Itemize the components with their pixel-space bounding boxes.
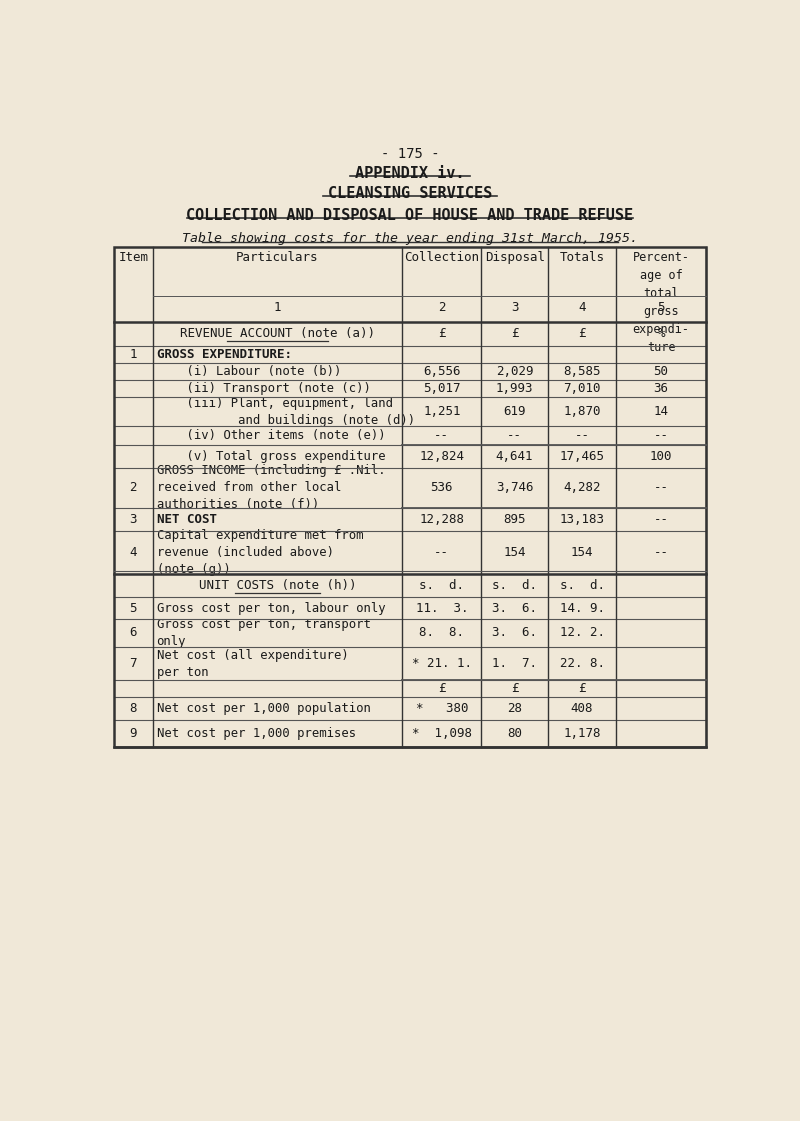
Text: 1,870: 1,870 bbox=[563, 405, 601, 418]
Text: 12. 2.: 12. 2. bbox=[559, 627, 605, 639]
Text: £: £ bbox=[511, 683, 518, 695]
Text: 9: 9 bbox=[130, 728, 137, 741]
Text: 1,251: 1,251 bbox=[423, 405, 461, 418]
Text: 154: 154 bbox=[503, 546, 526, 559]
Text: Table showing costs for the year ending 31st March, 1955.: Table showing costs for the year ending … bbox=[182, 232, 638, 244]
Text: 4,641: 4,641 bbox=[496, 450, 534, 463]
Text: s.  d.: s. d. bbox=[419, 580, 464, 592]
Text: 11.  3.: 11. 3. bbox=[415, 602, 468, 614]
Text: 154: 154 bbox=[570, 546, 594, 559]
Text: 5,017: 5,017 bbox=[423, 382, 461, 395]
Text: - 175 -: - 175 - bbox=[381, 147, 439, 160]
Text: --: -- bbox=[654, 429, 669, 442]
Text: NET COST: NET COST bbox=[157, 513, 217, 526]
Text: Capital expenditure met from
revenue (included above)
(note (g)): Capital expenditure met from revenue (in… bbox=[157, 529, 363, 576]
Text: --: -- bbox=[507, 429, 522, 442]
Text: (iv) Other items (note (e)): (iv) Other items (note (e)) bbox=[157, 429, 386, 442]
Text: REVENUE ACCOUNT (note (a)): REVENUE ACCOUNT (note (a)) bbox=[180, 327, 375, 341]
Text: 5: 5 bbox=[130, 602, 137, 614]
Text: --: -- bbox=[654, 513, 669, 526]
Text: 50: 50 bbox=[654, 365, 669, 378]
Text: Disposal: Disposal bbox=[485, 251, 545, 263]
Text: GROSS INCOME (including £ .Nil.
received from other local
authorities (note (f)): GROSS INCOME (including £ .Nil. received… bbox=[157, 464, 386, 511]
Text: 12,288: 12,288 bbox=[419, 513, 464, 526]
Text: 8,585: 8,585 bbox=[563, 365, 601, 378]
Text: * 21. 1.: * 21. 1. bbox=[412, 657, 472, 670]
Text: 1,993: 1,993 bbox=[496, 382, 534, 395]
Text: 100: 100 bbox=[650, 450, 672, 463]
Text: 13,183: 13,183 bbox=[559, 513, 605, 526]
Text: s.  d.: s. d. bbox=[559, 580, 605, 592]
Text: 22. 8.: 22. 8. bbox=[559, 657, 605, 670]
Text: 14: 14 bbox=[654, 405, 669, 418]
Text: 8: 8 bbox=[130, 703, 137, 715]
Text: 4,282: 4,282 bbox=[563, 481, 601, 494]
Text: s.  d.: s. d. bbox=[492, 580, 537, 592]
Text: £: £ bbox=[438, 683, 446, 695]
Text: 12,824: 12,824 bbox=[419, 450, 464, 463]
Text: CLEANSING SERVICES: CLEANSING SERVICES bbox=[328, 186, 492, 201]
Text: 619: 619 bbox=[503, 405, 526, 418]
Text: 3.  6.: 3. 6. bbox=[492, 627, 537, 639]
Text: UNIT COSTS (note (h)): UNIT COSTS (note (h)) bbox=[198, 580, 356, 592]
Text: 408: 408 bbox=[570, 703, 594, 715]
Text: %: % bbox=[658, 327, 665, 341]
Text: 1.  7.: 1. 7. bbox=[492, 657, 537, 670]
Text: 1,178: 1,178 bbox=[563, 728, 601, 741]
Text: 4: 4 bbox=[130, 546, 137, 559]
Text: 3: 3 bbox=[511, 302, 518, 314]
Text: --: -- bbox=[434, 546, 450, 559]
Text: Particulars: Particulars bbox=[236, 251, 318, 263]
Bar bbox=[114, 247, 706, 748]
Text: 28: 28 bbox=[507, 703, 522, 715]
Text: 3,746: 3,746 bbox=[496, 481, 534, 494]
Text: (i) Labour (note (b)): (i) Labour (note (b)) bbox=[157, 365, 341, 378]
Text: (ii) Transport (note (c)): (ii) Transport (note (c)) bbox=[157, 382, 370, 395]
Text: Totals: Totals bbox=[559, 251, 605, 263]
Text: *  1,098: * 1,098 bbox=[412, 728, 472, 741]
Text: Percent-
age of
total
gross
expendi-
ture: Percent- age of total gross expendi- tur… bbox=[633, 251, 690, 354]
Text: 6: 6 bbox=[130, 627, 137, 639]
Text: 80: 80 bbox=[507, 728, 522, 741]
Text: 7,010: 7,010 bbox=[563, 382, 601, 395]
Text: 14. 9.: 14. 9. bbox=[559, 602, 605, 614]
Text: COLLECTION AND DISPOSAL OF HOUSE AND TRADE REFUSE: COLLECTION AND DISPOSAL OF HOUSE AND TRA… bbox=[186, 209, 634, 223]
Text: Collection: Collection bbox=[404, 251, 479, 263]
Text: 2: 2 bbox=[438, 302, 446, 314]
Text: 3: 3 bbox=[130, 513, 137, 526]
Text: Net cost per 1,000 population: Net cost per 1,000 population bbox=[157, 703, 370, 715]
Text: Net cost per 1,000 premises: Net cost per 1,000 premises bbox=[157, 728, 356, 741]
Text: 2: 2 bbox=[130, 481, 137, 494]
Text: 8.  8.: 8. 8. bbox=[419, 627, 464, 639]
Text: 36: 36 bbox=[654, 382, 669, 395]
Text: Gross cost per ton, labour only: Gross cost per ton, labour only bbox=[157, 602, 386, 614]
Text: --: -- bbox=[654, 546, 669, 559]
Text: (v) Total gross expenditure: (v) Total gross expenditure bbox=[157, 450, 386, 463]
Text: £: £ bbox=[511, 327, 518, 341]
Text: £: £ bbox=[578, 683, 586, 695]
Text: GROSS EXPENDITURE:: GROSS EXPENDITURE: bbox=[157, 349, 291, 361]
Text: Net cost (all expenditure)
per ton: Net cost (all expenditure) per ton bbox=[157, 649, 348, 678]
Text: 1: 1 bbox=[130, 349, 137, 361]
Text: 2,029: 2,029 bbox=[496, 365, 534, 378]
Text: 1: 1 bbox=[274, 302, 282, 314]
Text: £: £ bbox=[578, 327, 586, 341]
Text: --: -- bbox=[434, 429, 450, 442]
Text: --: -- bbox=[654, 481, 669, 494]
Text: (iii) Plant, equipment, land
           and buildings (note (d)): (iii) Plant, equipment, land and buildin… bbox=[157, 397, 414, 427]
Text: 6,556: 6,556 bbox=[423, 365, 461, 378]
Text: APPENDIX iv.: APPENDIX iv. bbox=[355, 166, 465, 182]
Text: *   380: * 380 bbox=[415, 703, 468, 715]
Text: 7: 7 bbox=[130, 657, 137, 670]
Text: 4: 4 bbox=[578, 302, 586, 314]
Text: 895: 895 bbox=[503, 513, 526, 526]
Text: 5: 5 bbox=[658, 302, 665, 314]
Text: Gross cost per ton, transport
only: Gross cost per ton, transport only bbox=[157, 618, 370, 648]
Text: 17,465: 17,465 bbox=[559, 450, 605, 463]
Text: Item: Item bbox=[118, 251, 148, 263]
Text: 536: 536 bbox=[430, 481, 453, 494]
Text: £: £ bbox=[438, 327, 446, 341]
Text: --: -- bbox=[574, 429, 590, 442]
Text: 3.  6.: 3. 6. bbox=[492, 602, 537, 614]
